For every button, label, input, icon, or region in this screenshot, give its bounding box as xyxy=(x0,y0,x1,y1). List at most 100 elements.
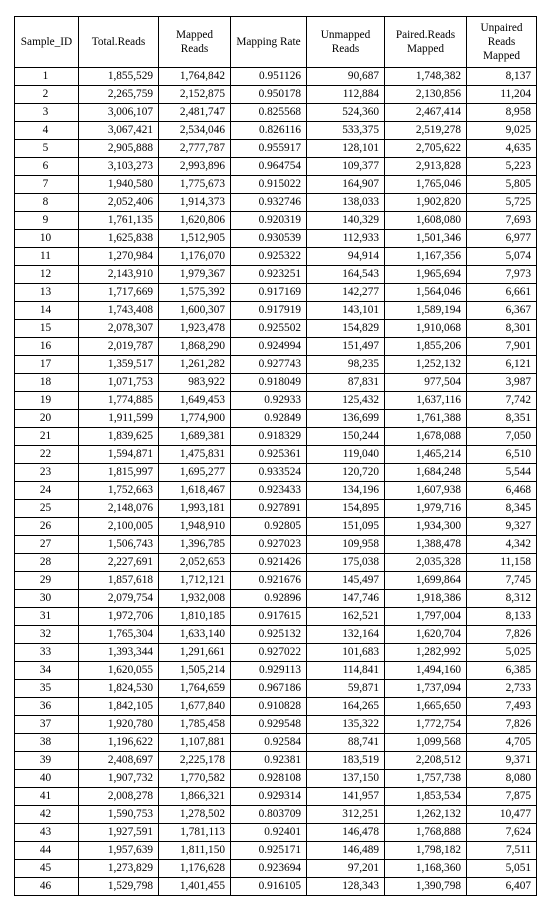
value-cell: 1,665,650 xyxy=(385,697,467,715)
value-cell: 1,764,659 xyxy=(159,679,231,697)
value-cell: 2,481,747 xyxy=(159,104,231,122)
value-cell: 0.925502 xyxy=(231,320,307,338)
value-cell: 1,689,381 xyxy=(159,428,231,446)
value-cell: 3,103,273 xyxy=(79,158,159,176)
value-cell: 151,095 xyxy=(307,517,385,535)
value-cell: 1,633,140 xyxy=(159,625,231,643)
value-cell: 135,322 xyxy=(307,715,385,733)
value-cell: 1,918,386 xyxy=(385,589,467,607)
table-row: 162,019,7871,868,2900.924994151,4971,855… xyxy=(15,338,537,356)
value-cell: 0.929314 xyxy=(231,787,307,805)
table-row: 262,100,0051,948,9100.92805151,0951,934,… xyxy=(15,517,537,535)
value-cell: 1,774,885 xyxy=(79,392,159,410)
value-cell: 136,699 xyxy=(307,410,385,428)
value-cell: 1,273,829 xyxy=(79,859,159,877)
table-row: 341,620,0551,505,2140.929113114,8411,494… xyxy=(15,661,537,679)
table-row: 421,590,7531,278,5020.803709312,2511,262… xyxy=(15,805,537,823)
value-cell: 1,770,582 xyxy=(159,769,231,787)
value-cell: 1,914,373 xyxy=(159,194,231,212)
value-cell: 119,040 xyxy=(307,446,385,464)
value-cell: 7,050 xyxy=(467,428,537,446)
value-cell: 1,857,618 xyxy=(79,571,159,589)
value-cell: 109,377 xyxy=(307,158,385,176)
value-cell: 1,608,080 xyxy=(385,212,467,230)
sample-id-cell: 45 xyxy=(15,859,79,877)
value-cell: 1,853,534 xyxy=(385,787,467,805)
value-cell: 1,957,639 xyxy=(79,841,159,859)
sample-id-cell: 10 xyxy=(15,230,79,248)
value-cell: 147,746 xyxy=(307,589,385,607)
value-cell: 0.92401 xyxy=(231,823,307,841)
value-cell: 1,291,661 xyxy=(159,643,231,661)
sample-id-cell: 16 xyxy=(15,338,79,356)
value-cell: 112,933 xyxy=(307,230,385,248)
value-cell: 1,761,388 xyxy=(385,410,467,428)
value-cell: 128,343 xyxy=(307,877,385,895)
col-header-3: Mapping Rate xyxy=(231,17,307,68)
value-cell: 8,080 xyxy=(467,769,537,787)
value-cell: 1,911,599 xyxy=(79,410,159,428)
value-cell: 8,958 xyxy=(467,104,537,122)
value-cell: 134,196 xyxy=(307,481,385,499)
value-cell: 1,388,478 xyxy=(385,535,467,553)
value-cell: 1,965,694 xyxy=(385,266,467,284)
table-row: 11,855,5291,764,8420.95112690,6871,748,3… xyxy=(15,68,537,86)
table-row: 412,008,2781,866,3210.929314141,9571,853… xyxy=(15,787,537,805)
table-row: 63,103,2732,993,8960.964754109,3772,913,… xyxy=(15,158,537,176)
value-cell: 3,987 xyxy=(467,374,537,392)
table-row: 131,717,6691,575,3920.917169142,2771,564… xyxy=(15,284,537,302)
sample-id-cell: 17 xyxy=(15,356,79,374)
value-cell: 1,620,055 xyxy=(79,661,159,679)
table-header: Sample_IDTotal.ReadsMapped ReadsMapping … xyxy=(15,17,537,68)
value-cell: 1,393,344 xyxy=(79,643,159,661)
value-cell: 1,768,888 xyxy=(385,823,467,841)
sample-id-cell: 31 xyxy=(15,607,79,625)
table-row: 271,506,7431,396,7850.927023109,9581,388… xyxy=(15,535,537,553)
value-cell: 1,902,820 xyxy=(385,194,467,212)
value-cell: 1,196,622 xyxy=(79,733,159,751)
value-cell: 1,506,743 xyxy=(79,535,159,553)
value-cell: 125,432 xyxy=(307,392,385,410)
value-cell: 1,252,132 xyxy=(385,356,467,374)
value-cell: 2,519,278 xyxy=(385,122,467,140)
value-cell: 1,607,938 xyxy=(385,481,467,499)
value-cell: 5,025 xyxy=(467,643,537,661)
value-cell: 1,678,088 xyxy=(385,428,467,446)
sample-id-cell: 24 xyxy=(15,481,79,499)
value-cell: 1,071,753 xyxy=(79,374,159,392)
value-cell: 1,797,004 xyxy=(385,607,467,625)
value-cell: 6,468 xyxy=(467,481,537,499)
value-cell: 11,158 xyxy=(467,553,537,571)
col-header-6: Unpaired Reads Mapped xyxy=(467,17,537,68)
value-cell: 0.915022 xyxy=(231,176,307,194)
sample-id-cell: 43 xyxy=(15,823,79,841)
value-cell: 1,948,910 xyxy=(159,517,231,535)
value-cell: 2,019,787 xyxy=(79,338,159,356)
value-cell: 1,594,871 xyxy=(79,446,159,464)
value-cell: 6,367 xyxy=(467,302,537,320)
value-cell: 137,150 xyxy=(307,769,385,787)
value-cell: 132,164 xyxy=(307,625,385,643)
value-cell: 0.932746 xyxy=(231,194,307,212)
value-cell: 1,107,881 xyxy=(159,733,231,751)
value-cell: 8,351 xyxy=(467,410,537,428)
value-cell: 1,765,046 xyxy=(385,176,467,194)
value-cell: 0.826116 xyxy=(231,122,307,140)
sample-id-cell: 4 xyxy=(15,122,79,140)
value-cell: 4,705 xyxy=(467,733,537,751)
value-cell: 1,176,628 xyxy=(159,859,231,877)
value-cell: 2,408,697 xyxy=(79,751,159,769)
value-cell: 9,327 xyxy=(467,517,537,535)
sample-id-cell: 11 xyxy=(15,248,79,266)
value-cell: 1,282,992 xyxy=(385,643,467,661)
value-cell: 97,201 xyxy=(307,859,385,877)
table-row: 302,079,7541,932,0080.92896147,7461,918,… xyxy=(15,589,537,607)
value-cell: 977,504 xyxy=(385,374,467,392)
value-cell: 0.92584 xyxy=(231,733,307,751)
value-cell: 3,067,421 xyxy=(79,122,159,140)
table-row: 351,824,5301,764,6590.96718659,8711,737,… xyxy=(15,679,537,697)
value-cell: 2,913,828 xyxy=(385,158,467,176)
value-cell: 2,265,759 xyxy=(79,86,159,104)
value-cell: 1,359,517 xyxy=(79,356,159,374)
table-row: 331,393,3441,291,6610.927022101,6831,282… xyxy=(15,643,537,661)
